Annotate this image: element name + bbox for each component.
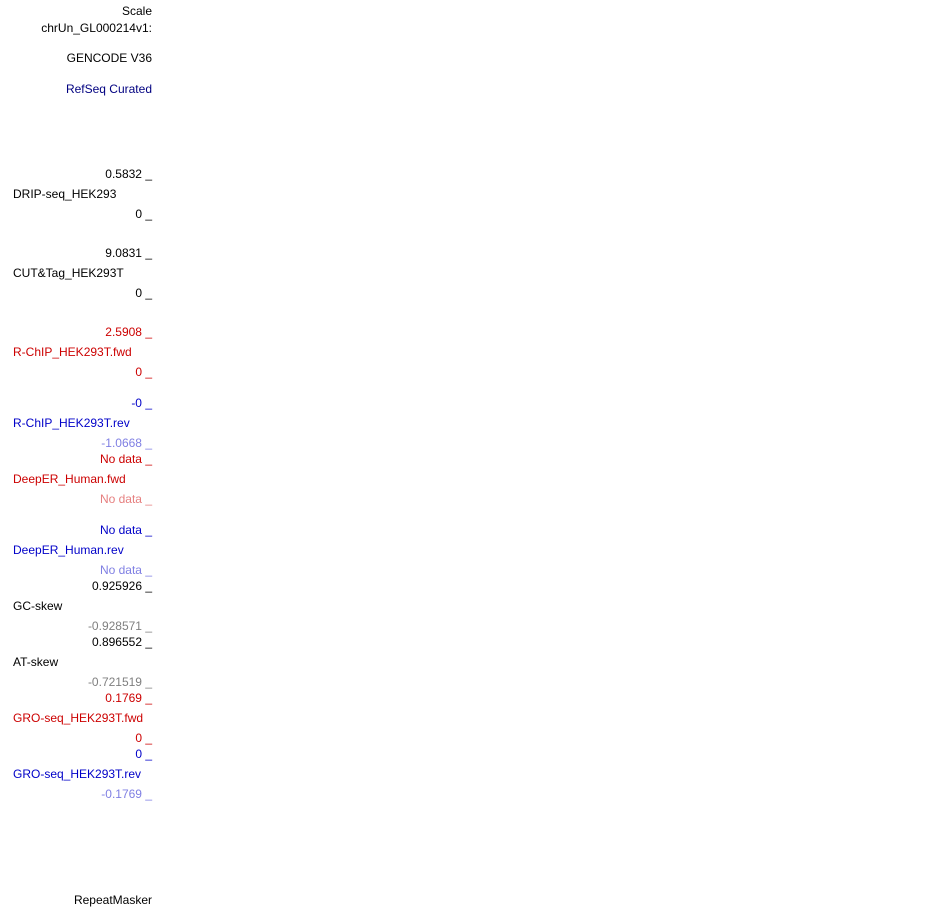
drip-min-value: 0 _	[135, 207, 152, 221]
rchip-rev-min-value: -1.0668 _	[101, 436, 152, 450]
track-label-refseq-curated[interactable]: RefSeq Curated	[65, 82, 152, 96]
track-label-deeper-fwd[interactable]: DeepER_Human.fwd	[13, 472, 126, 486]
track-label-gc-skew[interactable]: GC-skew	[13, 599, 63, 613]
atskew-min-value: -0.721519 _	[87, 675, 152, 689]
gcskew-max-value: 0.925926 _	[91, 579, 152, 593]
deeper-rev-min-value: No data _	[99, 563, 152, 577]
rchip-rev-max-value: -0 _	[131, 396, 152, 410]
track-label-gro-seq-fwd[interactable]: GRO-seq_HEK293T.fwd	[13, 711, 144, 725]
track-label-gro-seq-rev[interactable]: GRO-seq_HEK293T.rev	[13, 767, 142, 781]
rchip-fwd-max-value: 2.5908 _	[105, 325, 152, 339]
track-label-drip-seq[interactable]: DRIP-seq_HEK293	[13, 187, 117, 201]
chromosome-label: chrUn_GL000214v1:	[41, 21, 152, 35]
track-label-at-skew[interactable]: AT-skew	[13, 655, 59, 669]
scale-label: Scale	[121, 4, 152, 18]
drip-max-value: 0.5832 _	[105, 167, 152, 181]
track-label-gencode[interactable]: GENCODE V36	[66, 51, 152, 65]
cuttag-min-value: 0 _	[135, 286, 152, 300]
gcskew-min-value: -0.928571 _	[87, 619, 152, 633]
rchip-fwd-min-value: 0 _	[135, 365, 152, 379]
gro-fwd-min-value: 0 _	[135, 731, 152, 745]
atskew-max-value: 0.896552 _	[91, 635, 152, 649]
deeper-rev-max-value: No data _	[99, 523, 152, 537]
track-label-deeper-rev[interactable]: DeepER_Human.rev	[13, 543, 124, 557]
track-label-rchip-rev[interactable]: R-ChIP_HEK293T.rev	[13, 416, 130, 430]
track-label-repeatmasker[interactable]: RepeatMasker	[73, 893, 152, 907]
gro-rev-min-value: -0.1769 _	[101, 787, 152, 801]
deeper-fwd-min-value: No data _	[99, 492, 152, 506]
cuttag-max-value: 9.0831 _	[105, 246, 152, 260]
gro-fwd-max-value: 0.1769 _	[105, 691, 152, 705]
deeper-fwd-max-value: No data _	[99, 452, 152, 466]
gro-rev-max-value: 0 _	[135, 747, 152, 761]
track-label-cut-tag[interactable]: CUT&Tag_HEK293T	[13, 266, 124, 280]
track-label-rchip-fwd[interactable]: R-ChIP_HEK293T.fwd	[13, 345, 132, 359]
